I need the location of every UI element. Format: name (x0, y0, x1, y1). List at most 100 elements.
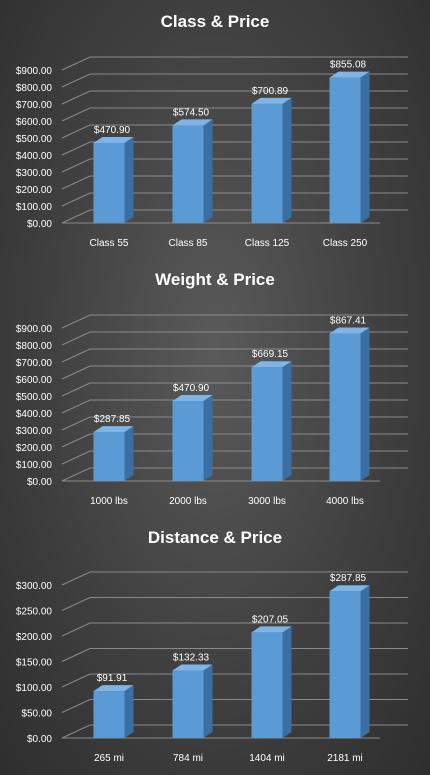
gridline (61, 399, 408, 414)
bar-front (329, 333, 361, 481)
y-tick-label: $800.00 (16, 341, 53, 352)
data-label: $470.90 (94, 125, 131, 136)
y-tick-label: $700.00 (16, 100, 53, 111)
bar-side (360, 585, 370, 738)
gridline (61, 90, 408, 105)
bar-front (251, 632, 283, 738)
gridline (61, 314, 408, 329)
x-category-label: Class 250 (323, 238, 368, 249)
chart-title: Class & Price (161, 12, 270, 31)
bar-front (93, 432, 125, 481)
data-label: $91.91 (97, 673, 128, 684)
x-category-label: Class 125 (245, 238, 290, 249)
y-tick-label: $100.00 (16, 202, 53, 213)
gridline (61, 56, 408, 71)
bar-top (172, 664, 213, 671)
gridline (61, 648, 408, 662)
bar-side (282, 97, 292, 223)
bar-front (93, 142, 125, 223)
x-category-label: Class 85 (169, 238, 208, 249)
bar-top (251, 626, 292, 633)
gridline (61, 673, 408, 688)
gridline (61, 192, 408, 207)
bar-front (251, 367, 283, 481)
gridline (61, 416, 408, 431)
y-tick-label: $150.00 (16, 658, 53, 669)
gridline (61, 141, 408, 156)
data-label: $287.85 (94, 414, 131, 425)
bar-side (203, 119, 213, 223)
data-label: $574.50 (173, 107, 210, 118)
y-tick-label: $600.00 (16, 117, 53, 128)
y-tick-label: $900.00 (16, 324, 53, 335)
gridline (61, 348, 408, 363)
x-category-label: 1404 mi (249, 753, 285, 764)
x-category-label: 4000 lbs (326, 496, 364, 507)
bar-front (172, 400, 204, 481)
gridline (61, 365, 408, 380)
chart-title: Weight & Price (155, 270, 275, 289)
data-label: $669.15 (252, 349, 289, 360)
y-tick-label: $400.00 (16, 151, 53, 162)
data-label: $700.89 (252, 86, 289, 97)
chart-title: Distance & Price (148, 528, 282, 547)
y-tick-label: $200.00 (16, 185, 53, 196)
bar-front (329, 591, 361, 738)
x-category-label: 265 mi (94, 753, 124, 764)
gridline (61, 467, 408, 482)
bar-front (172, 125, 204, 223)
chart-weight-price: Weight & Price $0.00 $100.00 $200.00 $300.0… (16, 270, 408, 507)
y-tick-label: $200.00 (16, 443, 53, 454)
gridline (61, 571, 408, 586)
chart-plot-area: $0.00 $100.00 $200.00 $300.00 $400.00 $500.00… (16, 56, 408, 249)
data-label: $207.05 (252, 614, 289, 625)
x-category-label: 784 mi (173, 753, 203, 764)
y-tick-label: $500.00 (16, 134, 53, 145)
data-label: $867.41 (330, 316, 367, 327)
y-tick-label: $300.00 (16, 581, 53, 592)
gridline (61, 382, 408, 397)
bar-side (124, 685, 134, 738)
chart-plot-area: $0.00 $50.00 $100.00 $150.00 $200.00 $250.00 $… (16, 571, 408, 764)
gridline (61, 73, 408, 88)
bar-top (329, 327, 370, 334)
y-tick-label: $200.00 (16, 632, 53, 643)
bar-side (282, 361, 292, 481)
bar-top (93, 136, 134, 143)
y-tick-label: $0.00 (27, 477, 52, 488)
bar-top (329, 585, 370, 592)
x-category-label: 2181 mi (327, 753, 363, 764)
chart-plot-area: $0.00 $100.00 $200.00 $300.00 $400.00 $500.00… (16, 314, 408, 507)
data-label: $132.33 (173, 653, 210, 664)
y-tick-label: $400.00 (16, 409, 53, 420)
y-tick-label: $500.00 (16, 392, 53, 403)
gridline (61, 724, 408, 739)
bar-top (251, 97, 292, 104)
y-tick-label: $600.00 (16, 375, 53, 386)
chart-class-price: Class & Price $0.00 $100.00 $200.00 $300.00… (16, 12, 408, 249)
y-tick-label: $0.00 (27, 219, 52, 230)
y-tick-label: $100.00 (16, 683, 53, 694)
data-label: $855.08 (330, 60, 367, 71)
data-label: $470.90 (173, 383, 210, 394)
chart-distance-price: Distance & Price $0.00 $50.00 $100.00 $150.… (16, 528, 408, 764)
y-tick-label: $300.00 (16, 168, 53, 179)
gridline (61, 124, 408, 139)
y-tick-label: $700.00 (16, 358, 53, 369)
y-tick-label: $0.00 (27, 734, 52, 745)
gridline (61, 622, 408, 637)
gridline (61, 209, 408, 224)
gridline (61, 107, 408, 122)
bar-side (203, 394, 213, 481)
x-category-label: 1000 lbs (90, 496, 128, 507)
bar-top (93, 426, 134, 433)
y-tick-label: $300.00 (16, 426, 53, 437)
bar-front (93, 691, 125, 738)
gridline (61, 597, 408, 611)
gridline (61, 699, 408, 713)
y-tick-label: $800.00 (16, 83, 53, 94)
bar-top (251, 361, 292, 368)
bar-top (93, 685, 134, 692)
bar-side (124, 136, 134, 223)
gridline (61, 175, 408, 190)
